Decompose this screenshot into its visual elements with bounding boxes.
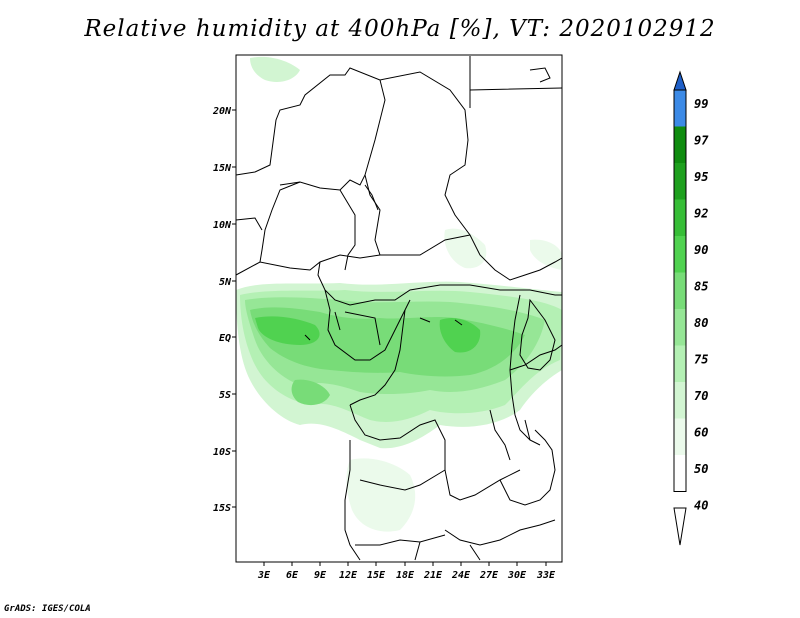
colorbar-block [674,418,686,455]
map-frame [235,54,563,563]
lon-label: 12E [339,570,358,581]
colorbar: 99 97 95 92 90 85 80 75 70 60 50 40 [673,70,709,546]
lon-label: 24E [451,570,471,581]
colorbar-label: 99 [694,97,708,111]
colorbar-bottom-arrow [673,507,687,546]
colorbar-label: 60 [694,426,708,440]
lon-ticks [263,562,547,566]
colorbar-block [674,90,686,127]
colorbar-label: 40 [694,499,708,513]
lon-label: 3E [257,570,271,581]
lon-labels: 3E 6E 9E 12E 15E 18E 21E 24E 27E 30E 33E [257,570,556,581]
colorbar-block [674,345,686,382]
colorbar-label: 85 [694,280,708,294]
colorbar-block [674,455,686,492]
colorbar-block [674,236,686,273]
colorbar-block [674,309,686,346]
colorbar-top-arrow [673,70,687,91]
lat-label: 10S [213,447,231,458]
colorbar-block [674,382,686,419]
lat-label: 5N [219,277,232,288]
colorbar-frame [673,89,687,492]
colorbar-label: 97 [694,134,709,148]
colorbar-block [674,126,686,163]
lon-label: 33E [536,570,556,581]
colorbar-label: 75 [694,353,708,367]
lat-ticks [232,109,236,508]
country-borders [235,56,563,561]
colorbar-label: 70 [694,389,708,403]
colorbar-label: 80 [694,316,708,330]
chart-title: Relative humidity at 400hPa [%], VT: 202… [84,16,716,42]
colorbar-labels: 99 97 95 92 90 85 80 75 70 60 50 40 [694,97,709,513]
lon-label: 15E [367,570,386,581]
lat-label: 15S [213,503,231,514]
colorbar-label: 90 [694,243,708,257]
colorbar-blocks [673,89,687,492]
lat-label: 10N [213,220,232,231]
colorbar-label: 92 [694,207,708,221]
lat-label: 5S [219,390,231,401]
lat-label: 20N [212,106,232,117]
lon-label: 21E [423,570,443,581]
lon-label: 27E [479,570,499,581]
colorbar-block [674,272,686,309]
lon-label: 18E [396,570,415,581]
colorbar-block [674,199,686,236]
colorbar-label: 50 [694,462,708,476]
lon-label: 6E [286,570,299,581]
lon-label: 30E [507,570,527,581]
lat-label: EQ [219,333,231,344]
grads-credit: GrADS: IGES/COLA [4,604,91,614]
humidity-shading [236,56,562,532]
lat-labels: 20N 15N 10N 5N EQ 5S 10S 15S [212,106,232,514]
colorbar-block [674,163,686,200]
lon-label: 9E [314,570,327,581]
lat-label: 15N [213,163,232,174]
colorbar-label: 95 [694,170,708,184]
